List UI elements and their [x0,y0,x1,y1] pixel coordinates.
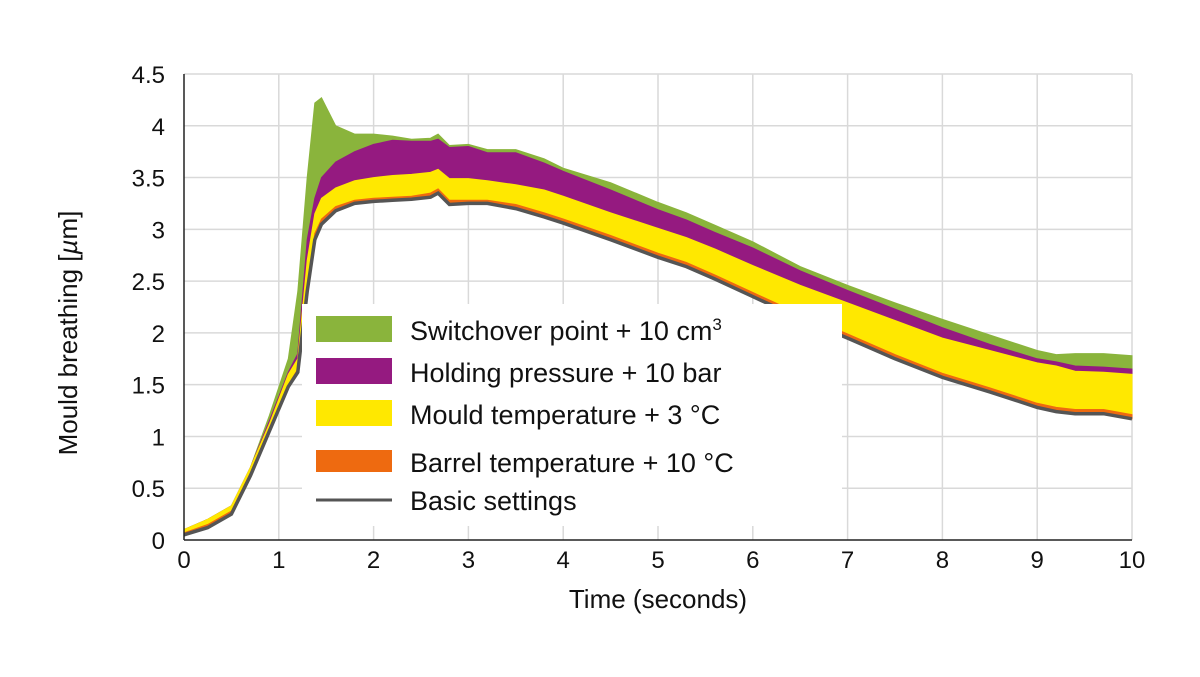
y-tick-labels: 0 0.5 1 1.5 2 2.5 3 3.5 4 4.5 [132,62,165,555]
legend-label-basic: Basic settings [410,486,577,516]
legend-swatch-barrel [316,450,392,472]
x-tick-label: 1 [272,547,285,574]
x-tick-label: 10 [1119,547,1146,574]
x-tick-label: 7 [841,547,854,574]
x-axis-title: Time (seconds) [569,584,747,614]
x-tick-labels: 0 1 2 3 4 5 6 7 8 9 10 [177,547,1145,574]
y-tick-label: 3.5 [132,166,165,193]
y-axis-title-main: Mould breathing [ [53,254,83,456]
legend-swatch-holding [316,358,392,384]
legend-swatch-switchover [316,316,392,342]
legend-label-barrel: Barrel temperature + 10 °C [410,448,734,478]
plot-lines [183,190,1133,537]
y-tick-label: 1.5 [132,373,165,400]
y-tick-label: 2.5 [132,269,165,296]
axes [183,74,1132,541]
x-tick-label: 2 [367,547,380,574]
legend: Switchover point + 10 cm3 Holding pressu… [302,304,842,526]
y-tick-label: 1 [152,424,165,451]
legend-label-holding: Holding pressure + 10 bar [410,358,721,388]
legend-label-switchover: Switchover point + 10 cm3 [410,315,722,346]
x-tick-label: 9 [1031,547,1044,574]
x-tick-label: 0 [177,547,190,574]
y-tick-label: 2 [152,321,165,348]
line-basic [183,190,1133,537]
y-tick-label: 4 [152,114,165,141]
legend-swatch-mould [316,400,392,426]
y-tick-label: 4.5 [132,62,165,89]
y-axis-title: Mould breathing [µm] [53,211,83,456]
y-tick-label: 0 [152,528,165,555]
x-tick-label: 4 [557,547,570,574]
x-tick-label: 6 [746,547,759,574]
x-tick-label: 8 [936,547,949,574]
y-axis-title-tail: m] [53,211,83,240]
x-tick-label: 3 [462,547,475,574]
x-tick-label: 5 [651,547,664,574]
y-tick-label: 3 [152,217,165,244]
y-axis-title-unit: µ [53,240,83,256]
y-tick-label: 0.5 [132,476,165,503]
legend-label-mould: Mould temperature + 3 °C [410,400,720,430]
